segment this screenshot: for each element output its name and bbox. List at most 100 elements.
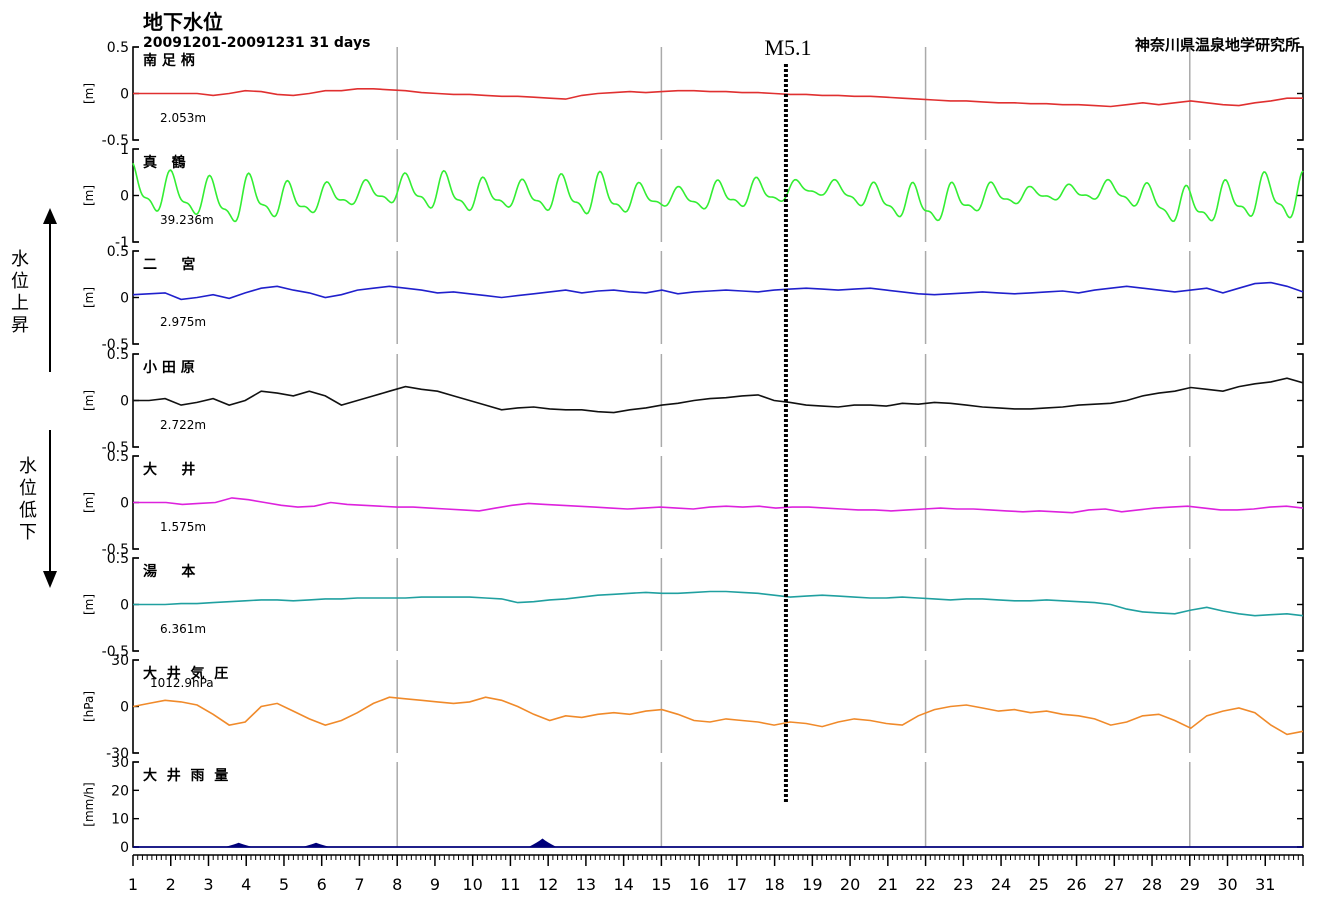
series-line <box>133 497 1304 514</box>
base-level-label: 1012.9hPa <box>150 676 214 690</box>
y-tick-label: -0.5 <box>102 337 129 353</box>
x-tick-label: 12 <box>538 875 558 894</box>
panel-right-frame <box>1297 761 1304 848</box>
x-tick-label: 20 <box>840 875 860 894</box>
x-tick-label: 23 <box>953 875 973 894</box>
panel-4: 0.5 0 -0.5 [m] 大 井 1.575m <box>82 449 1304 558</box>
chart-title: 地下水位 <box>143 10 223 34</box>
x-tick-label: 30 <box>1217 875 1237 894</box>
x-tick-label: 1 <box>128 875 138 894</box>
x-tick-label: 25 <box>1029 875 1049 894</box>
x-tick-label: 7 <box>354 875 364 894</box>
unit-label: [mm/h] <box>82 782 96 826</box>
y-tick-label: -1 <box>115 235 129 251</box>
x-tick-label: 16 <box>689 875 709 894</box>
panel-3: 0.5 0 -0.5 [m] 小 田 原 2.722m <box>82 347 1304 456</box>
station-name: 二 宮 <box>143 256 195 273</box>
x-tick-label: 17 <box>727 875 747 894</box>
organization-label: 神奈川県温泉地学研究所 <box>1135 36 1300 54</box>
base-level-label: 39.236m <box>160 213 214 227</box>
y-tick-label: 30 <box>111 653 129 669</box>
panel-0: 0.5 0 -0.5 [m] 南 足 柄 2.053m <box>82 40 1304 149</box>
base-level-label: 1.575m <box>160 520 206 534</box>
unit-label: [m] <box>82 287 96 308</box>
series-line <box>132 696 1304 736</box>
x-tick-label: 5 <box>279 875 289 894</box>
chart-period: 20091201-20091231 31 days <box>143 35 370 51</box>
unit-label: [m] <box>82 492 96 513</box>
y-tick-label: 0 <box>120 87 129 103</box>
y-tick-label: 0.5 <box>107 244 129 260</box>
x-tick-label: 21 <box>878 875 898 894</box>
y-tick-label: 0 <box>120 189 129 205</box>
base-level-label: 2.975m <box>160 315 206 329</box>
series-line <box>132 162 1304 223</box>
fall-char-0: 水 <box>19 456 37 477</box>
x-tick-label: 26 <box>1066 875 1086 894</box>
event-label: M5.1 <box>764 35 811 60</box>
x-axis: 1 2 3 4 5 6 7 8 9 10 11 12 13 14 15 16 17 18 19 20 21 22 23 24 2… <box>128 854 1304 894</box>
x-tick-label: 18 <box>764 875 784 894</box>
station-name: 小 田 原 <box>143 360 195 376</box>
rise-char-1: 位 <box>11 271 29 292</box>
y-tick-label: 30 <box>111 755 129 771</box>
station-name: 南 足 柄 <box>143 52 195 69</box>
base-level-label: 6.361m <box>160 622 206 636</box>
y-tick-label: 10 <box>111 812 129 828</box>
x-tick-label: 11 <box>500 875 520 894</box>
fall-char-3: 下 <box>19 522 37 543</box>
x-tick-label: 13 <box>576 875 596 894</box>
rain-bar <box>224 842 253 847</box>
station-name: 湯 本 <box>143 563 196 580</box>
y-tick-label: -0.5 <box>102 440 129 456</box>
y-tick-label: 0 <box>120 840 129 856</box>
y-tick-label: 0 <box>120 496 129 512</box>
x-tick-label: 28 <box>1142 875 1162 894</box>
y-tick-label: 0 <box>120 700 129 716</box>
rain-bar <box>302 842 331 847</box>
rise-char-3: 昇 <box>11 315 29 336</box>
x-tick-label: 14 <box>613 875 633 894</box>
rise-char-0: 水 <box>11 249 29 270</box>
rise-char-2: 上 <box>11 293 29 314</box>
x-tick-label: 22 <box>915 875 935 894</box>
station-name: 真 鶴 <box>143 154 186 171</box>
x-tick-label: 31 <box>1255 875 1275 894</box>
x-tick-label: 6 <box>317 875 327 894</box>
x-tick-label: 4 <box>241 875 251 894</box>
panel-left-frame <box>132 761 139 848</box>
unit-label: [m] <box>82 83 96 104</box>
rain-bar <box>528 838 557 847</box>
y-tick-label: -0.5 <box>102 644 129 660</box>
y-tick-label: 20 <box>111 783 129 799</box>
x-tick-label: 29 <box>1180 875 1200 894</box>
series-line <box>133 88 1303 108</box>
y-tick-label: -0.5 <box>102 133 129 149</box>
panel-1: 1 0 -1 [m] 真 鶴 39.236m <box>82 142 1304 251</box>
y-tick-label: -0.5 <box>102 542 129 558</box>
unit-label: [m] <box>82 185 96 206</box>
x-tick-label: 27 <box>1104 875 1124 894</box>
y-tick-label: 1 <box>120 142 129 158</box>
x-tick-label: 2 <box>166 875 176 894</box>
x-tick-label: 15 <box>651 875 671 894</box>
x-tick-label: 3 <box>203 875 213 894</box>
unit-label: [m] <box>82 594 96 615</box>
x-tick-label: 8 <box>392 875 402 894</box>
y-tick-label: 0 <box>120 598 129 614</box>
fall-arrow-icon <box>43 430 57 588</box>
x-tick-label: 24 <box>991 875 1011 894</box>
base-level-label: 2.053m <box>160 111 206 125</box>
y-tick-label: 0.5 <box>107 449 129 465</box>
y-tick-label: 0.5 <box>107 551 129 567</box>
series-line <box>133 377 1304 414</box>
station-name: 大 井 雨 量 <box>143 767 228 784</box>
panel-2: 0.5 0 -0.5 [m] 二 宮 2.975m <box>82 244 1304 353</box>
x-tick-label: 9 <box>430 875 440 894</box>
x-tick-label: 10 <box>462 875 482 894</box>
panel-7: 30 20 10 0 [mm/h] 大 井 雨 量 <box>82 755 1304 856</box>
station-name: 大 井 <box>143 461 195 478</box>
